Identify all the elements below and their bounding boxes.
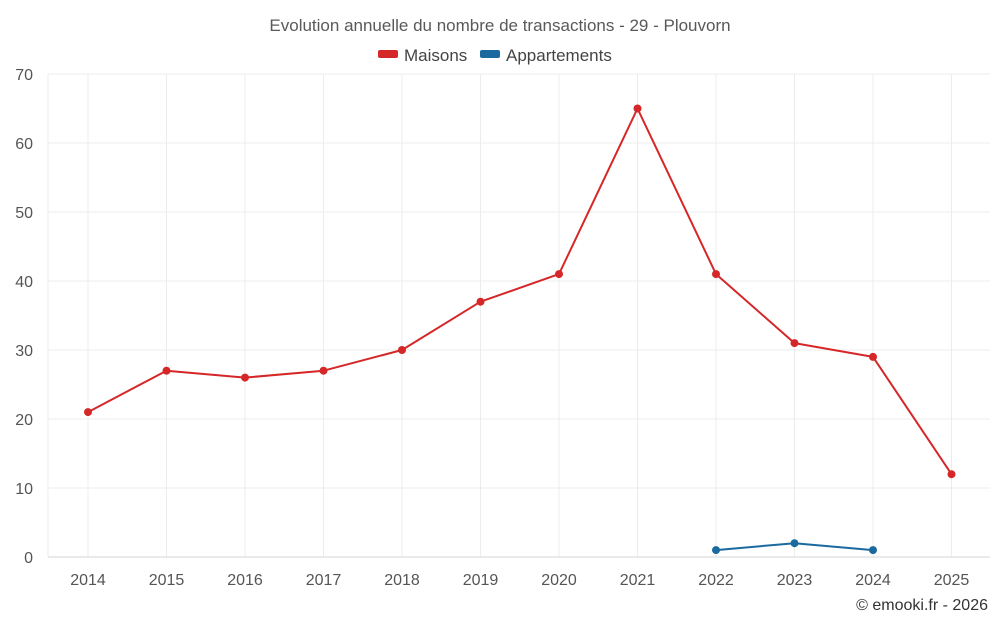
credit-text: © emooki.fr - 2026 (856, 597, 988, 614)
data-point-maisons-2017[interactable] (319, 366, 328, 375)
legend-label-maisons[interactable]: Maisons (404, 46, 467, 65)
x-axis: 2014 2015 2016 2017 2018 2019 2020 2021 2022 2023… (48, 556, 990, 589)
legend-swatch-appartements[interactable] (480, 50, 500, 58)
y-tick-label: 50 (15, 205, 33, 222)
x-tick-label: 2025 (934, 572, 970, 589)
data-point-maisons-2022[interactable] (712, 270, 720, 279)
y-tick-label: 70 (15, 67, 33, 84)
y-tick-label: 30 (15, 343, 33, 360)
x-tick-label: 2014 (70, 572, 106, 589)
x-tick-label: 2015 (149, 572, 185, 589)
data-point-maisons-2016[interactable] (241, 373, 249, 382)
data-point-maisons-2020[interactable] (555, 270, 563, 279)
legend-swatch-maisons[interactable] (378, 50, 398, 58)
data-point-maisons-2021[interactable] (633, 104, 642, 113)
data-point-maisons-2023[interactable] (790, 339, 799, 348)
x-tick-label: 2024 (855, 572, 891, 589)
data-point-maisons-2025[interactable] (947, 470, 956, 479)
series-layer (84, 104, 956, 555)
legend-label-appartements[interactable]: Appartements (506, 46, 612, 65)
y-tick-label: 0 (24, 550, 33, 567)
x-tick-label: 2023 (777, 572, 813, 589)
grid (47, 73, 990, 557)
data-point-maisons-2015[interactable] (162, 366, 171, 375)
series-line-maisons (87, 107, 953, 475)
data-point-maisons-2018[interactable] (398, 346, 406, 354)
x-tick-label: 2017 (306, 572, 342, 589)
data-point-maisons-2014[interactable] (84, 408, 92, 417)
x-tick-label: 2016 (227, 572, 263, 589)
legend: Maisons Appartements (378, 46, 612, 65)
data-point-appartements-2023[interactable] (790, 539, 799, 548)
x-tick-label: 2021 (620, 572, 656, 589)
data-point-maisons-2019[interactable] (476, 297, 485, 306)
y-tick-label: 10 (15, 481, 33, 498)
y-tick-label: 20 (15, 412, 33, 429)
data-point-maisons-2024[interactable] (869, 352, 877, 361)
x-tick-label: 2018 (384, 572, 420, 589)
x-tick-label: 2020 (541, 572, 577, 589)
y-axis: 0 10 20 30 40 50 60 70 (15, 67, 33, 567)
x-tick-label: 2019 (463, 572, 499, 589)
y-tick-label: 60 (15, 136, 33, 153)
x-tick-label: 2022 (698, 572, 734, 589)
data-point-appartements-2024[interactable] (869, 546, 877, 555)
data-point-appartements-2022[interactable] (712, 546, 720, 555)
y-tick-label: 40 (15, 274, 33, 291)
chart-title: Evolution annuelle du nombre de transact… (269, 16, 730, 35)
